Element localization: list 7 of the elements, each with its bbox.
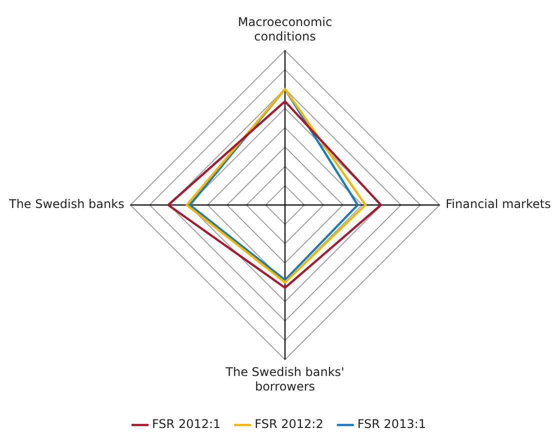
legend-label: FSR 2013:1 [357, 417, 426, 432]
spoke-label: Macroeconomic conditions [238, 14, 332, 44]
spoke-label: Financial markets [446, 197, 551, 212]
spoke-label: The Swedish banks' borrowers [224, 364, 344, 394]
legend-label: FSR 2012:2 [254, 417, 324, 432]
spoke-label: The Swedish banks [8, 197, 124, 212]
legend-label: FSR 2012:1 [152, 417, 221, 432]
